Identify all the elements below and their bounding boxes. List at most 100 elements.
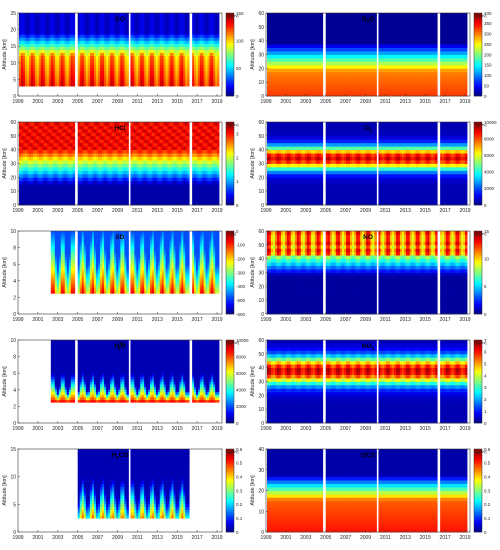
x-tick-label: 2019 — [459, 99, 470, 105]
colorbar-tick-label: 0 — [484, 94, 487, 99]
heatmap-cell — [126, 80, 128, 83]
heatmap-cell — [126, 13, 128, 16]
colorbar-tick-label: 200 — [484, 52, 492, 57]
heatmap-cell — [321, 89, 323, 93]
heatmap-cell — [321, 82, 323, 86]
heatmap-cell — [73, 65, 75, 68]
heatmap-cell — [435, 41, 437, 45]
x-tick-label: 2013 — [152, 99, 163, 105]
heatmap-cell — [217, 80, 219, 83]
heatmap-cell — [435, 68, 437, 72]
heatmap-cell — [73, 40, 75, 43]
colorbar-swatch — [226, 92, 234, 94]
heatmap-cell — [435, 34, 437, 38]
heatmap-cell — [465, 82, 467, 86]
heatmap-cell — [321, 61, 323, 65]
heatmap-cell — [435, 13, 437, 17]
colorbar-swatch — [226, 48, 234, 50]
heatmap-cell — [321, 41, 323, 45]
heatmap-cell — [435, 82, 437, 86]
heatmap-cell — [374, 48, 376, 52]
heatmap-cell — [217, 19, 219, 22]
heatmap-cell — [187, 37, 189, 40]
heatmap-cell — [465, 72, 467, 76]
colorbar-swatch — [226, 86, 234, 88]
colorbar-swatch — [226, 59, 234, 61]
heatmap-cell — [217, 43, 219, 46]
colorbar-swatch — [226, 36, 234, 38]
heatmap-cell — [374, 37, 376, 41]
heatmap-cell — [187, 13, 189, 16]
colorbar-swatch — [226, 52, 234, 54]
heatmap-cell — [187, 43, 189, 46]
heatmap-cell — [73, 71, 75, 74]
heatmap-cell — [465, 51, 467, 55]
colorbar-swatch — [226, 21, 234, 23]
heatmap-cell — [435, 65, 437, 69]
heatmap-cell — [321, 86, 323, 90]
heatmap-cell — [374, 13, 376, 17]
heatmap-cell — [187, 28, 189, 31]
heatmap-cell — [465, 13, 467, 17]
x-tick-label: 2009 — [112, 99, 123, 105]
heatmap-cell — [126, 59, 128, 62]
heatmap-cell — [321, 30, 323, 34]
heatmap-cell — [126, 65, 128, 68]
heatmap-cell — [187, 19, 189, 22]
heatmap-cell — [435, 44, 437, 48]
colorbar-swatch — [474, 84, 482, 86]
heatmap-cell — [435, 20, 437, 24]
heatmap-cell — [374, 20, 376, 24]
colorbar-swatch — [226, 44, 234, 46]
heatmap-cell — [217, 74, 219, 77]
heatmap-cell — [321, 48, 323, 52]
heatmap-cell — [374, 86, 376, 90]
heatmap-cell — [465, 68, 467, 72]
heatmap-cell — [374, 75, 376, 79]
colorbar-swatch — [226, 42, 234, 44]
y-tick-label: 10 — [258, 80, 264, 86]
colorbar-tick-label: 350 — [484, 21, 492, 26]
heatmap-cell — [465, 27, 467, 31]
heatmap-cell — [217, 46, 219, 49]
heatmap-cell — [465, 34, 467, 38]
colorbar-swatch — [474, 48, 482, 50]
y-axis-label: Altitude [km] — [2, 39, 8, 70]
y-tick-label: 10 — [10, 61, 16, 67]
heatmap-cell — [435, 55, 437, 59]
heatmap-cell — [73, 13, 75, 16]
heatmap-cell — [126, 46, 128, 49]
heatmap-cell — [187, 65, 189, 68]
x-tick-label: 2003 — [52, 99, 63, 105]
colorbar-swatch — [474, 30, 482, 32]
heatmap-cell — [465, 65, 467, 69]
colorbar-swatch — [226, 30, 234, 32]
heatmap-cell — [321, 75, 323, 79]
heatmap-cell — [435, 79, 437, 83]
colorbar-swatch — [226, 61, 234, 63]
heatmap-cell — [73, 25, 75, 28]
heatmap-cell — [73, 22, 75, 25]
colorbar-swatch — [226, 55, 234, 57]
colorbar-swatch — [474, 75, 482, 77]
heatmap-cell — [374, 89, 376, 93]
heatmap-cell — [465, 20, 467, 24]
colorbar-swatch — [226, 77, 234, 79]
colorbar-swatch — [474, 92, 482, 94]
heatmap-cell — [374, 72, 376, 76]
x-tick-label: 2011 — [132, 99, 143, 105]
heatmap-cell — [217, 65, 219, 68]
colorbar-unit: [ppbv] — [228, 13, 239, 18]
heatmap-cell — [321, 72, 323, 76]
heatmap-cell — [217, 37, 219, 40]
heatmap-cell — [374, 41, 376, 45]
heatmap-cell — [374, 68, 376, 72]
colorbar-swatch — [474, 81, 482, 83]
heatmap-cell — [187, 77, 189, 80]
heatmap-cell — [465, 75, 467, 79]
heatmap-cell — [187, 31, 189, 34]
colorbar-swatch — [226, 32, 234, 34]
